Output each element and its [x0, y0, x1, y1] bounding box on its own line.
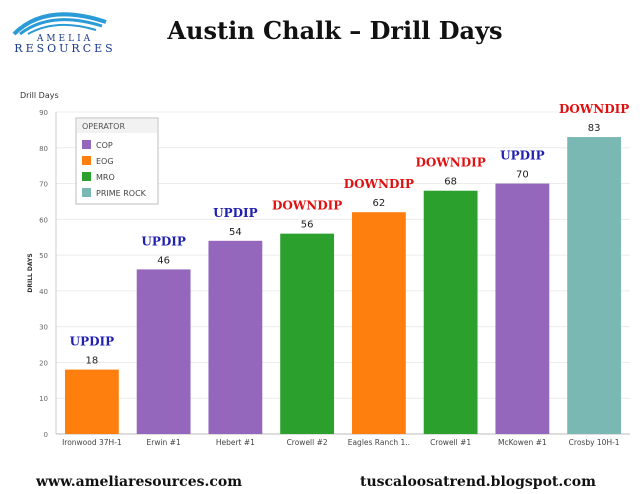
x-tick-label: Erwin #1: [147, 438, 181, 447]
legend-entry: COP: [96, 141, 113, 150]
y-tick-label: 50: [39, 252, 48, 260]
annotation-label: UPDIP: [141, 234, 186, 248]
legend-header: [77, 119, 157, 133]
y-tick-label: 10: [39, 395, 48, 403]
y-tick-label: 0: [44, 431, 48, 439]
data-label: 18: [86, 356, 99, 367]
logo-swoosh-icon: [12, 12, 107, 36]
x-tick-label: Crosby 10H-1: [569, 438, 620, 447]
logo-text-line1: AMELIA: [36, 34, 94, 44]
bar: [423, 190, 478, 434]
bar: [64, 369, 119, 434]
annotation-label: DOWNDIP: [415, 156, 485, 170]
page-title: Austin Chalk – Drill Days: [167, 16, 503, 45]
logo-text-line2: RESOURCES: [14, 42, 116, 55]
company-logo: AMELIA RESOURCES: [6, 4, 124, 55]
footer-blog[interactable]: tuscaloosatrend.blogspot.com: [360, 474, 596, 490]
legend-entry: PRIME ROCK: [96, 189, 147, 198]
annotation-label: UPDIP: [70, 335, 115, 349]
bar: [495, 183, 550, 434]
y-tick-label: 90: [39, 109, 48, 117]
bar: [136, 269, 191, 434]
bar: [351, 212, 406, 434]
footer-website[interactable]: www.ameliaresources.com: [36, 474, 243, 490]
x-tick-label: Crowell #1: [430, 438, 471, 447]
annotation-label: DOWNDIP: [344, 177, 414, 191]
y-tick-label: 40: [39, 288, 48, 296]
annotation-label: DOWNDIP: [272, 199, 342, 213]
top-axis-label: Drill Days: [20, 91, 59, 100]
y-tick-label: 70: [39, 181, 48, 189]
annotation-label: UPDIP: [500, 149, 545, 163]
y-tick-label: 80: [39, 145, 48, 153]
data-label: 70: [516, 170, 529, 181]
bar: [567, 137, 622, 435]
data-label: 54: [229, 227, 242, 238]
x-tick-label: Hebert #1: [216, 438, 255, 447]
data-label: 62: [373, 198, 386, 209]
data-label: 83: [588, 123, 601, 134]
data-label: 46: [157, 255, 170, 266]
annotation-label: DOWNDIP: [559, 102, 629, 116]
bar: [208, 240, 263, 434]
x-tick-label: Ironwood 37H-1: [62, 438, 122, 447]
legend-entry: MRO: [96, 173, 115, 182]
annotation-label: UPDIP: [213, 206, 258, 220]
y-tick-label: 30: [39, 324, 48, 332]
legend-swatch: [82, 140, 91, 149]
data-label: 68: [444, 177, 457, 188]
x-tick-label: McKowen #1: [498, 438, 547, 447]
y-tick-label: 60: [39, 216, 48, 224]
legend-entry: EOG: [96, 157, 114, 166]
bar: [280, 233, 335, 434]
y-tick-label: 20: [39, 359, 48, 367]
legend-swatch: [82, 156, 91, 165]
legend-swatch: [82, 188, 91, 197]
legend-swatch: [82, 172, 91, 181]
x-tick-label: Eagles Ranch 1..: [348, 438, 410, 447]
data-label: 56: [301, 220, 314, 231]
legend-title: OPERATOR: [82, 122, 125, 131]
y-axis-label: DRILL DAYS: [27, 253, 34, 292]
x-tick-label: Crowell #2: [287, 438, 328, 447]
